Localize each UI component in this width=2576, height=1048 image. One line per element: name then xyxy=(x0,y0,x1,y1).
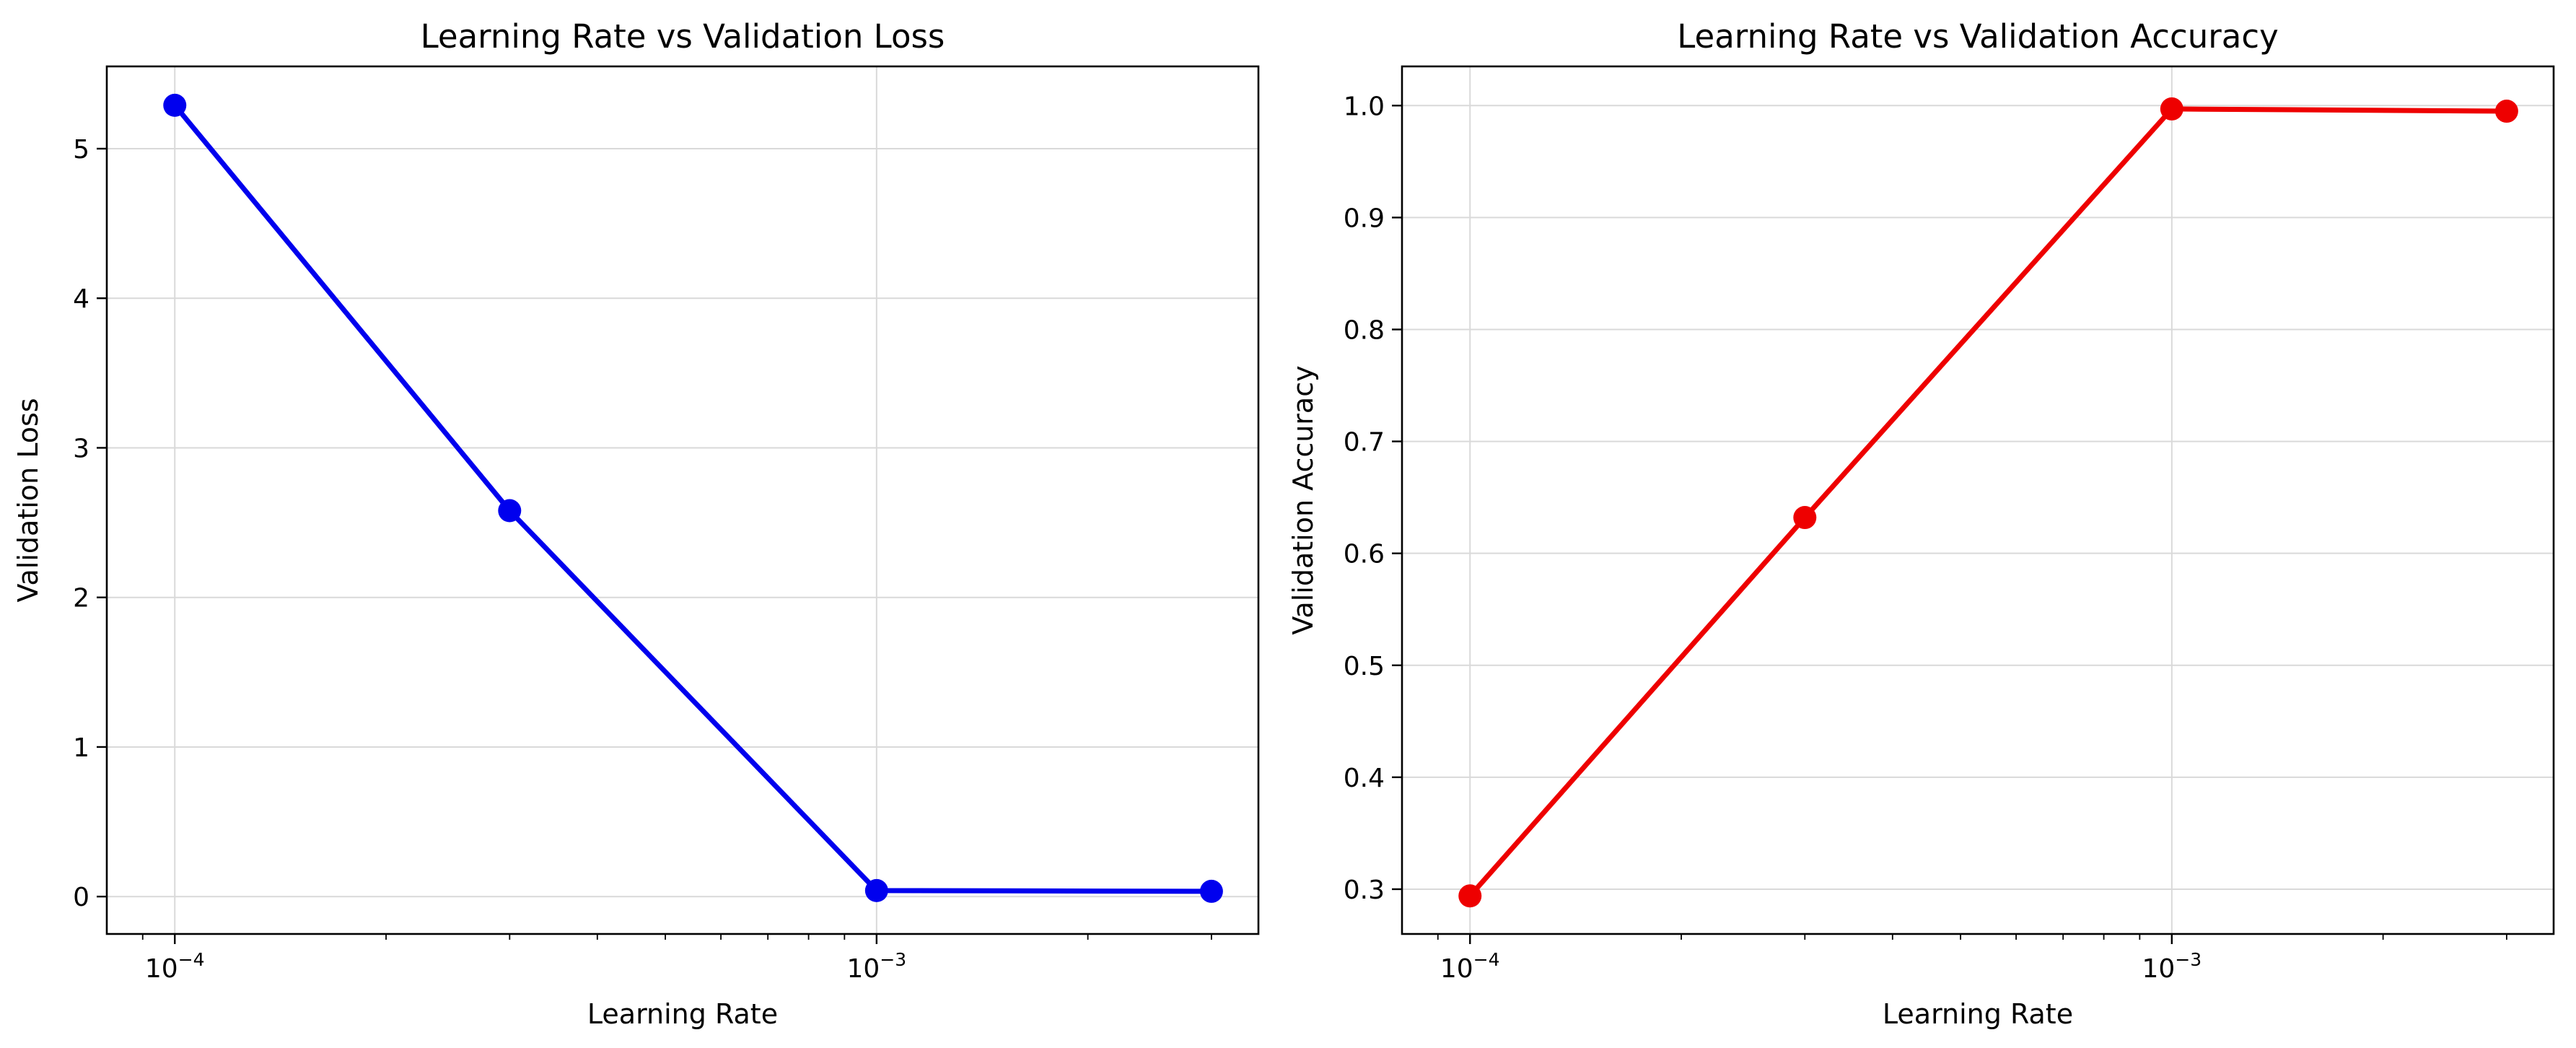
y-tick-label: 0.8 xyxy=(1344,315,1385,345)
x-axis-label: Learning Rate xyxy=(1883,998,2073,1030)
data-point xyxy=(1793,506,1817,530)
data-point xyxy=(864,878,888,902)
data-point xyxy=(2494,100,2518,123)
y-tick-label: 2 xyxy=(73,584,89,613)
y-tick-label: 0.9 xyxy=(1344,204,1385,233)
y-tick-label: 1 xyxy=(73,733,89,763)
y-tick-label: 3 xyxy=(73,434,89,463)
series-line xyxy=(172,103,1212,894)
y-tick-label: 0.6 xyxy=(1344,540,1385,569)
data-point xyxy=(1458,884,1482,908)
axes-frame xyxy=(105,65,1260,935)
x-tick-label: 10−3 xyxy=(847,949,907,984)
x-tick-label: 10−4 xyxy=(145,949,205,984)
chart-panel-1: 10−4 10−3 0 1 2 3 4 5 Learning Rate vs Validatio… xyxy=(12,17,1260,1030)
y-axis-label: Validation Loss xyxy=(12,398,44,602)
y-tick-label: 0.4 xyxy=(1344,764,1385,793)
series-line xyxy=(1468,106,2507,898)
y-axis-label: Validation Accuracy xyxy=(1287,365,1319,634)
y-tick-label: 4 xyxy=(73,284,89,314)
x-axis-label: Learning Rate xyxy=(587,998,778,1030)
data-point xyxy=(2160,97,2183,121)
data-point xyxy=(163,93,187,117)
x-tick-label: 10−3 xyxy=(2142,949,2202,984)
y-tick-label: 0 xyxy=(73,883,89,912)
x-tick-label: 10−4 xyxy=(1440,949,1500,984)
data-point xyxy=(1199,879,1223,903)
y-tick-label: 5 xyxy=(73,135,89,165)
data-point xyxy=(498,499,522,523)
y-tick-label: 0.5 xyxy=(1344,652,1385,681)
chart-panel-2: 10−4 10−3 0.3 0.4 0.5 0.6 0.7 0.8 0.9 1.0 Learning… xyxy=(1287,17,2555,1030)
y-tick-label: 0.3 xyxy=(1344,875,1385,905)
chart-title: Learning Rate vs Validation Loss xyxy=(421,17,945,56)
chart-title: Learning Rate vs Validation Accuracy xyxy=(1677,17,2279,56)
axes-frame xyxy=(1401,65,2555,935)
y-tick-label: 1.0 xyxy=(1344,92,1385,121)
y-tick-label: 0.7 xyxy=(1344,428,1385,458)
